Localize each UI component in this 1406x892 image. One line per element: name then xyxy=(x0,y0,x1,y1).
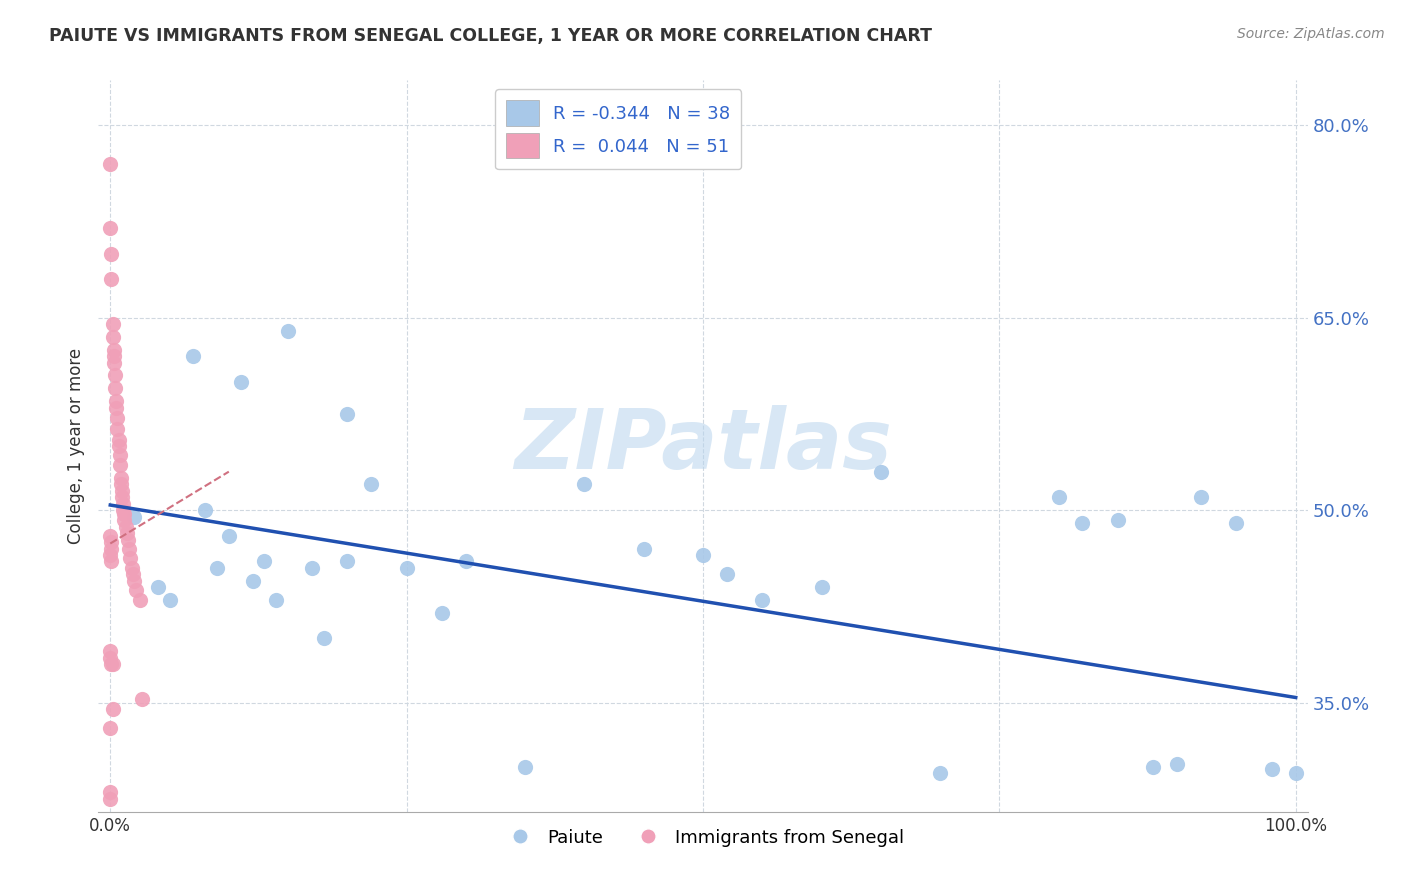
Point xyxy=(194,503,217,517)
Point xyxy=(121,561,143,575)
Point xyxy=(115,526,138,541)
Point xyxy=(112,497,135,511)
Point xyxy=(101,702,124,716)
Point xyxy=(122,574,145,588)
Point xyxy=(114,507,136,521)
Point xyxy=(98,721,121,735)
Point xyxy=(159,593,181,607)
Point xyxy=(120,550,142,565)
Point xyxy=(264,593,287,607)
Point xyxy=(98,792,121,806)
Point xyxy=(312,632,335,646)
Point xyxy=(218,529,240,543)
Point xyxy=(117,533,139,547)
Point xyxy=(111,483,134,498)
Point xyxy=(1261,763,1284,777)
Point xyxy=(692,548,714,562)
Legend: Paiute, Immigrants from Senegal: Paiute, Immigrants from Senegal xyxy=(495,822,911,854)
Point xyxy=(360,477,382,491)
Point xyxy=(114,513,136,527)
Point xyxy=(100,246,122,260)
Point xyxy=(869,465,891,479)
Point xyxy=(104,381,127,395)
Point xyxy=(107,433,129,447)
Point xyxy=(105,410,128,425)
Point xyxy=(98,650,121,665)
Point xyxy=(98,220,121,235)
Point xyxy=(98,548,121,562)
Point xyxy=(98,157,121,171)
Point xyxy=(1071,516,1094,530)
Point xyxy=(121,567,143,582)
Point xyxy=(336,407,359,421)
Point xyxy=(100,657,122,672)
Point xyxy=(432,606,454,620)
Point xyxy=(205,561,228,575)
Point xyxy=(181,349,204,363)
Point xyxy=(98,644,121,658)
Point xyxy=(100,554,122,568)
Point xyxy=(1285,766,1308,780)
Point xyxy=(107,439,129,453)
Point xyxy=(1047,491,1070,505)
Point xyxy=(716,567,738,582)
Point xyxy=(242,574,264,588)
Point xyxy=(105,394,128,409)
Point xyxy=(395,561,418,575)
Point xyxy=(751,593,773,607)
Text: Source: ZipAtlas.com: Source: ZipAtlas.com xyxy=(1237,27,1385,41)
Point xyxy=(108,458,131,473)
Point xyxy=(515,760,537,774)
Point xyxy=(454,554,477,568)
Point xyxy=(98,785,121,799)
Point xyxy=(105,401,128,415)
Point xyxy=(100,541,122,556)
Point xyxy=(112,503,135,517)
Point xyxy=(229,375,252,389)
Point xyxy=(1166,757,1188,772)
Point xyxy=(574,477,596,491)
Point xyxy=(118,541,141,556)
Point xyxy=(103,355,125,369)
Point xyxy=(101,317,124,331)
Point xyxy=(1142,760,1164,774)
Point xyxy=(633,541,655,556)
Point xyxy=(129,593,152,607)
Point xyxy=(336,554,359,568)
Point xyxy=(1189,491,1212,505)
Point xyxy=(110,471,132,485)
Point xyxy=(277,324,299,338)
Point xyxy=(929,766,952,780)
Point xyxy=(253,554,276,568)
Point xyxy=(146,580,169,594)
Point xyxy=(301,561,323,575)
Point xyxy=(114,520,136,534)
Point xyxy=(101,330,124,344)
Point xyxy=(104,368,127,383)
Point xyxy=(122,509,145,524)
Text: PAIUTE VS IMMIGRANTS FROM SENEGAL COLLEGE, 1 YEAR OR MORE CORRELATION CHART: PAIUTE VS IMMIGRANTS FROM SENEGAL COLLEG… xyxy=(49,27,932,45)
Point xyxy=(100,535,122,549)
Point xyxy=(103,349,125,363)
Point xyxy=(98,529,121,543)
Point xyxy=(131,691,153,706)
Point xyxy=(101,657,124,672)
Point xyxy=(108,448,131,462)
Text: ZIPatlas: ZIPatlas xyxy=(515,406,891,486)
Point xyxy=(111,491,134,505)
Point xyxy=(810,580,832,594)
Point xyxy=(110,477,132,491)
Point xyxy=(125,582,148,597)
Point xyxy=(103,343,125,357)
Point xyxy=(100,272,122,286)
Point xyxy=(1225,516,1247,530)
Point xyxy=(1107,513,1129,527)
Y-axis label: College, 1 year or more: College, 1 year or more xyxy=(66,348,84,544)
Point xyxy=(105,422,128,436)
